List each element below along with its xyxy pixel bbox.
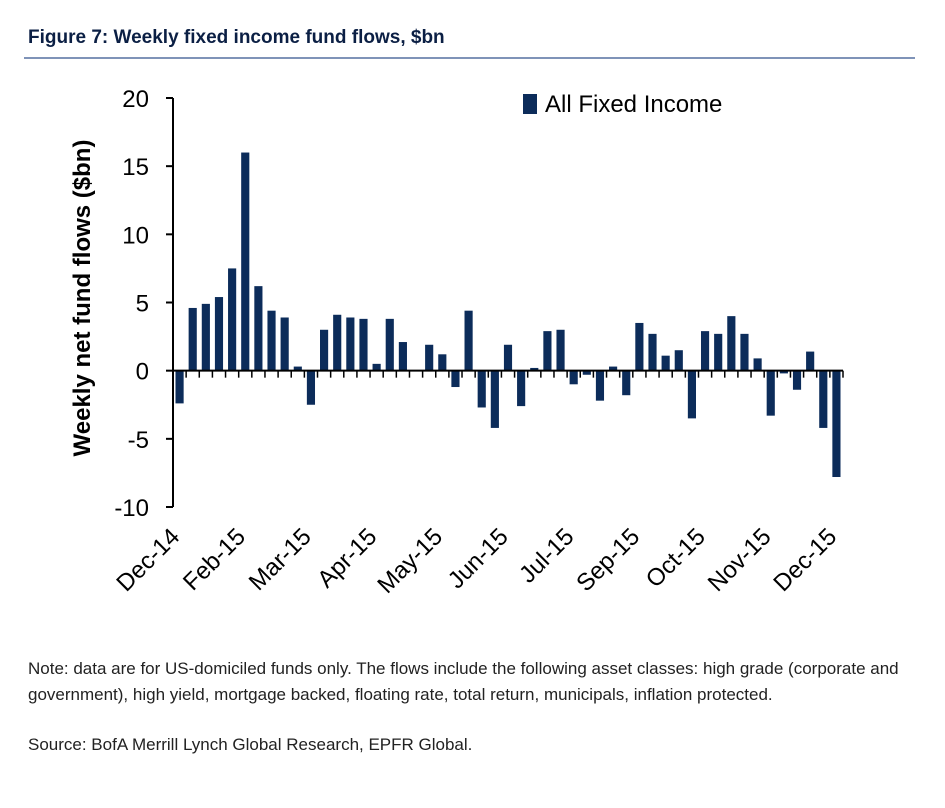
- x-tick-label: Feb-15: [178, 523, 251, 596]
- bar: [674, 350, 683, 371]
- bar: [714, 333, 723, 371]
- x-tick-label: Nov-15: [703, 523, 777, 597]
- bar: [503, 344, 513, 371]
- bar: [700, 331, 710, 371]
- bar: [832, 370, 841, 478]
- bar: [687, 370, 696, 419]
- bar: [241, 152, 250, 371]
- bar: [188, 307, 197, 371]
- bar: [451, 370, 460, 388]
- y-tick-label: -5: [128, 427, 149, 454]
- bar: [438, 354, 447, 371]
- bar: [372, 363, 381, 371]
- x-tick-label: Jul-15: [514, 523, 579, 588]
- bar: [740, 333, 749, 371]
- bar: [648, 333, 657, 371]
- bar: [425, 344, 434, 371]
- bar: [779, 370, 788, 374]
- bar: [280, 317, 289, 371]
- bar-series: [175, 152, 841, 478]
- bar: [228, 268, 237, 371]
- bar: [556, 329, 565, 371]
- bar: [306, 370, 316, 405]
- x-tick-label: Apr-15: [312, 523, 382, 593]
- bar: [635, 322, 644, 371]
- legend: All Fixed Income: [523, 91, 722, 118]
- bar: [385, 318, 394, 371]
- bar: [582, 370, 591, 375]
- x-tick-label: Mar-15: [244, 523, 317, 596]
- bar: [267, 310, 276, 371]
- x-tick-label: May-15: [372, 523, 448, 599]
- bar: [543, 331, 552, 371]
- x-tick-label: Jun-15: [443, 523, 514, 594]
- bar: [477, 370, 486, 408]
- source-line: Source: BofA Merrill Lynch Global Resear…: [28, 735, 473, 754]
- y-axis: 20 15 10 5 0 -5 -10: [114, 86, 174, 522]
- bar: [320, 329, 329, 371]
- y-axis-label: Weekly net fund flows ($bn): [69, 140, 96, 457]
- bar: [530, 367, 539, 371]
- bar: [201, 303, 210, 371]
- bar: [333, 314, 342, 371]
- legend-label: All Fixed Income: [545, 91, 722, 118]
- bar: [464, 310, 473, 371]
- bar: [806, 351, 815, 371]
- title-divider: [24, 57, 915, 59]
- y-tick-label: 10: [122, 222, 149, 249]
- bar: [609, 366, 618, 371]
- bar: [753, 358, 762, 371]
- bar: [622, 370, 631, 396]
- bar: [727, 316, 736, 371]
- bar: [595, 370, 605, 401]
- y-tick-label: 0: [136, 359, 149, 386]
- bar: [490, 370, 499, 428]
- bar: [819, 370, 828, 428]
- bar: [175, 370, 184, 404]
- x-tick-label: Oct-15: [641, 523, 711, 593]
- bar: [792, 370, 802, 390]
- bar: [766, 370, 775, 416]
- figure-title: Figure 7: Weekly fixed income fund flows…: [28, 27, 445, 48]
- x-tick-label: Dec-14: [111, 523, 185, 597]
- bar: [346, 317, 355, 371]
- bar: [569, 370, 578, 385]
- y-tick-label: 15: [122, 154, 149, 181]
- bar: [214, 297, 224, 371]
- y-tick-label: 20: [122, 86, 149, 113]
- y-tick-label: -10: [114, 495, 149, 522]
- bar: [398, 342, 407, 371]
- y-tick-label: 5: [136, 291, 149, 318]
- bar: [293, 366, 302, 371]
- bar: [359, 318, 368, 371]
- legend-swatch: [523, 94, 537, 114]
- x-tick-label: Sep-15: [571, 523, 645, 597]
- x-tick-label: Dec-15: [768, 523, 842, 597]
- bar: [254, 286, 263, 371]
- bar: [661, 355, 670, 371]
- bar-chart: 20 15 10 5 0 -5 -10 Dec-14Feb-15Mar-15Apr-15Ma…: [69, 86, 844, 599]
- footnote: Note: data are for US-domiciled funds on…: [28, 659, 899, 704]
- bar: [517, 370, 526, 407]
